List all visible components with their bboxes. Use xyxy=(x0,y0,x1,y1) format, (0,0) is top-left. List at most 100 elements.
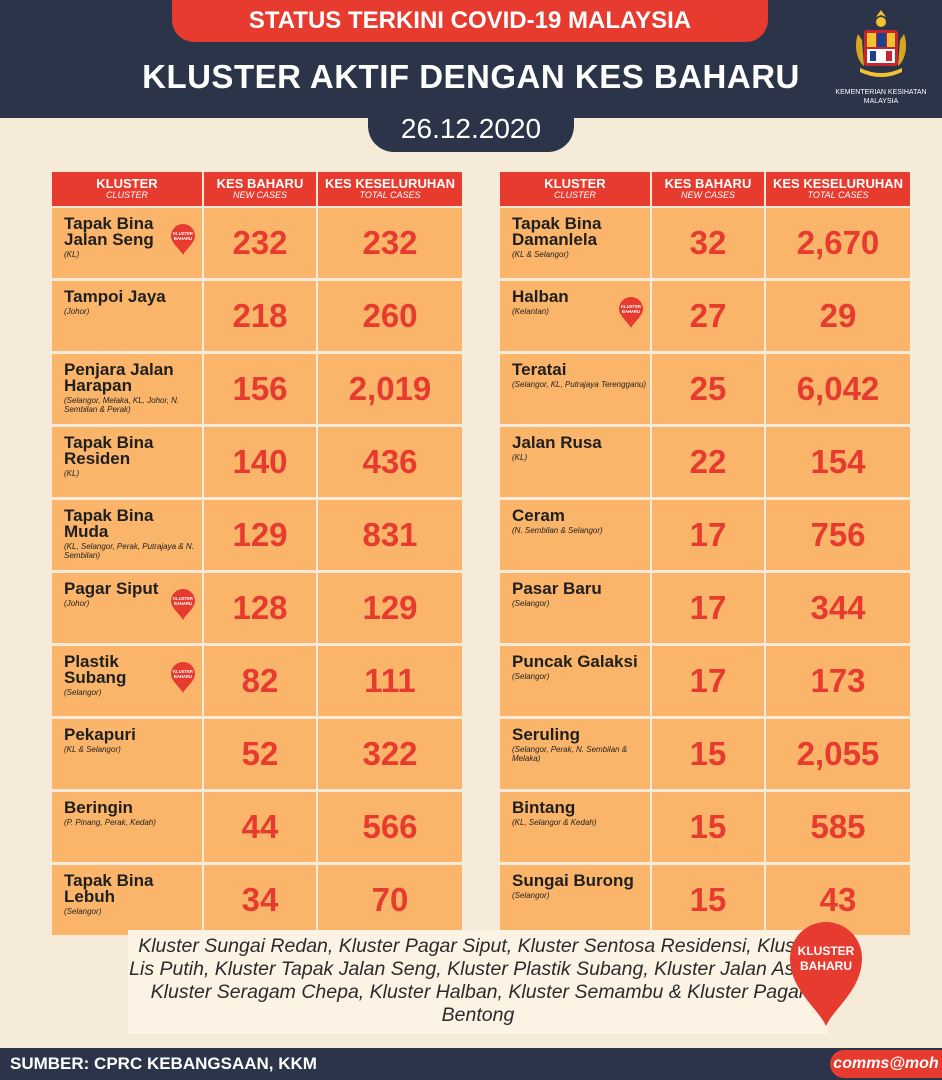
header-cluster: KLUSTER CLUSTER xyxy=(52,172,202,206)
new-cases-value: 218 xyxy=(204,281,316,351)
new-cases-value: 34 xyxy=(204,865,316,935)
cluster-location: (Selangor, Melaka, KL, Johor, N. Sembila… xyxy=(64,396,180,414)
cluster-name: Tapak Bina Damanlela xyxy=(512,214,602,249)
cluster-name: Sungai Burong xyxy=(512,871,634,890)
table-row: Tapak Bina Residen (KL) 140 436 xyxy=(52,427,462,497)
new-cases-value: 15 xyxy=(652,865,764,935)
table-row: Halban (Kelantan) KLUSTER BAHARU 27 29 xyxy=(500,281,910,351)
new-clusters-note: Kluster Sungai Redan, Kluster Pagar Sipu… xyxy=(128,930,828,1034)
header-bar: STATUS TERKINI COVID-19 MALAYSIA KLUSTER… xyxy=(0,0,942,118)
table-row: Seruling (Selangor, Perak, N. Sembilan & … xyxy=(500,719,910,789)
total-cases-value: 111 xyxy=(318,646,462,716)
new-cases-value: 140 xyxy=(204,427,316,497)
kluster-baharu-pin-icon: KLUSTER BAHARU xyxy=(790,922,862,1026)
table-row: Puncak Galaksi (Selangor) 17 173 xyxy=(500,646,910,716)
cluster-location: (KL, Selangor, Perak, Putrajaya & N. Sem… xyxy=(64,542,194,560)
ministry-name: KEMENTERIAN KESIHATAN MALAYSIA xyxy=(832,88,930,106)
cluster-location: (KL, Selangor & Kedah) xyxy=(512,818,597,827)
cluster-name: Bintang xyxy=(512,798,576,817)
badge-line2: BAHARU xyxy=(174,674,192,679)
cluster-name: Pekapuri xyxy=(64,725,136,744)
cluster-location: (KL) xyxy=(64,250,80,259)
cluster-name: Teratai xyxy=(512,360,567,379)
table-row: Beringin (P. Pinang, Perak, Kedah) 44 566 xyxy=(52,792,462,862)
cluster-location: (P. Pinang, Perak, Kedah) xyxy=(64,818,156,827)
total-cases-value: 756 xyxy=(766,500,910,570)
cluster-location: (Johor) xyxy=(64,599,90,608)
header-total-cases: KES KESELURUHAN TOTAL CASES xyxy=(318,172,462,206)
total-cases-value: 154 xyxy=(766,427,910,497)
cluster-name: Penjara Jalan Harapan xyxy=(64,360,174,395)
cluster-name: Puncak Galaksi xyxy=(512,652,638,671)
new-cases-value: 17 xyxy=(652,500,764,570)
total-cases-value: 260 xyxy=(318,281,462,351)
total-cases-value: 6,042 xyxy=(766,354,910,424)
cluster-name: Plastik Subang xyxy=(64,652,127,687)
badge-line1: KLUSTER xyxy=(173,231,193,236)
cluster-cell: Teratai (Selangor, KL, Putrajaya Terengga… xyxy=(500,354,650,424)
badge-line1: KLUSTER xyxy=(798,944,855,958)
cluster-name: Halban xyxy=(512,287,569,306)
new-clusters-text: Kluster Sungai Redan, Kluster Pagar Sipu… xyxy=(129,935,827,1026)
table-row: Sungai Burong (Selangor) 15 43 xyxy=(500,865,910,935)
total-cases-value: 566 xyxy=(318,792,462,862)
total-cases-value: 70 xyxy=(318,865,462,935)
table-row: Tampoi Jaya (Johor) 218 260 xyxy=(52,281,462,351)
cluster-location: (Selangor, KL, Putrajaya Terengganu) xyxy=(512,380,647,389)
total-cases-value: 831 xyxy=(318,500,462,570)
badge-line2: BAHARU xyxy=(174,236,192,241)
badge-line1: KLUSTER xyxy=(621,304,641,309)
cluster-name: Pagar Siput xyxy=(64,579,159,598)
cluster-cell: Bintang (KL, Selangor & Kedah) xyxy=(500,792,650,862)
total-cases-value: 2,019 xyxy=(318,354,462,424)
table-row: Bintang (KL, Selangor & Kedah) 15 585 xyxy=(500,792,910,862)
cluster-cell: Tapak Bina Residen (KL) xyxy=(52,427,202,497)
total-cases-value: 585 xyxy=(766,792,910,862)
cluster-cell: Tampoi Jaya (Johor) xyxy=(52,281,202,351)
header-new-cases: KES BAHARU NEW CASES xyxy=(652,172,764,206)
cluster-location: (KL & Selangor) xyxy=(512,250,569,259)
total-cases-value: 344 xyxy=(766,573,910,643)
cluster-location: (Selangor) xyxy=(512,891,550,900)
cluster-location: (Selangor) xyxy=(512,599,550,608)
new-cases-value: 82 xyxy=(204,646,316,716)
cluster-cell: Pasar Baru (Selangor) xyxy=(500,573,650,643)
badge-line2: BAHARU xyxy=(622,309,640,314)
cluster-location: (Kelantan) xyxy=(512,307,549,316)
table-header: KLUSTER CLUSTER KES BAHARU NEW CASES KES K… xyxy=(52,172,462,206)
cluster-cell: Puncak Galaksi (Selangor) xyxy=(500,646,650,716)
source-credit: SUMBER: CPRC KEBANGSAAN, KKM xyxy=(10,1054,317,1073)
table-header: KLUSTER CLUSTER KES BAHARU NEW CASES KES K… xyxy=(500,172,910,206)
new-cases-value: 32 xyxy=(652,208,764,278)
cluster-cell: Tapak Bina Damanlela (KL & Selangor) xyxy=(500,208,650,278)
new-cases-value: 17 xyxy=(652,646,764,716)
badge-line2: BAHARU xyxy=(800,959,852,973)
table-body: Tapak Bina Damanlela (KL & Selangor) 32 2,6… xyxy=(500,208,910,935)
cluster-location: (Selangor) xyxy=(512,672,550,681)
cluster-location: (Selangor) xyxy=(64,907,102,916)
cluster-cell: Pagar Siput (Johor) KLUSTER BAHARU xyxy=(52,573,202,643)
total-cases-value: 2,670 xyxy=(766,208,910,278)
new-cases-value: 17 xyxy=(652,573,764,643)
cluster-cell: Pekapuri (KL & Selangor) xyxy=(52,719,202,789)
total-cases-value: 232 xyxy=(318,208,462,278)
cluster-name: Tapak Bina Residen xyxy=(64,433,154,468)
new-cases-value: 27 xyxy=(652,281,764,351)
table-row: Plastik Subang (Selangor) KLUSTER BAHARU 82 1… xyxy=(52,646,462,716)
header-cluster: KLUSTER CLUSTER xyxy=(500,172,650,206)
cluster-table-left: KLUSTER CLUSTER KES BAHARU NEW CASES KES K… xyxy=(52,172,462,938)
table-row: Pagar Siput (Johor) KLUSTER BAHARU 128 129 xyxy=(52,573,462,643)
new-cases-value: 15 xyxy=(652,719,764,789)
cluster-location: (KL & Selangor) xyxy=(64,745,121,754)
cluster-name: Jalan Rusa xyxy=(512,433,602,452)
total-cases-value: 173 xyxy=(766,646,910,716)
ministry-name-line1: KEMENTERIAN KESIHATAN xyxy=(835,89,927,96)
cluster-cell: Seruling (Selangor, Perak, N. Sembilan & … xyxy=(500,719,650,789)
table-row: Tapak Bina Lebuh (Selangor) 34 70 xyxy=(52,865,462,935)
table-row: Penjara Jalan Harapan (Selangor, Melaka, … xyxy=(52,354,462,424)
cluster-cell: Sungai Burong (Selangor) xyxy=(500,865,650,935)
cluster-table-right: KLUSTER CLUSTER KES BAHARU NEW CASES KES K… xyxy=(500,172,910,938)
